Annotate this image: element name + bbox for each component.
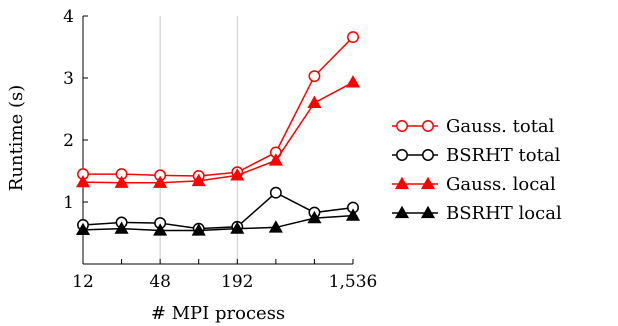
- legend-marker: [422, 149, 434, 161]
- legend-marker: [396, 120, 408, 132]
- data-point: [75, 174, 91, 188]
- legend: Gauss. total BSRHT total Gauss. local BSRHT…: [392, 116, 562, 224]
- data-point: [307, 95, 322, 108]
- data-point: [268, 153, 283, 166]
- data-point: [153, 223, 168, 236]
- legend-label: BSRHT local: [446, 203, 562, 224]
- y-tick-label: 1: [63, 193, 74, 213]
- x-axis-label: # MPI process: [151, 303, 285, 324]
- legend-marker: [422, 120, 434, 132]
- series-line: [83, 36, 354, 177]
- legend-marker: [394, 205, 410, 219]
- data-point: [230, 221, 245, 234]
- series-line: [82, 81, 354, 184]
- data-point: [347, 31, 359, 44]
- legend-item: Gauss. local: [392, 174, 556, 195]
- data-point: [268, 220, 283, 233]
- series-line: [82, 191, 354, 230]
- data-point: [230, 168, 245, 181]
- data-series: [75, 31, 361, 236]
- y-axis-label: Runtime (s): [6, 85, 27, 191]
- y-tick-label: 4: [63, 7, 74, 27]
- series-3: [75, 75, 361, 188]
- y-tick-label: 2: [63, 131, 74, 151]
- legend-marker: [396, 149, 408, 161]
- data-point: [191, 223, 206, 236]
- x-tick-label: 12: [72, 272, 94, 292]
- legend-item: Gauss. total: [392, 116, 555, 137]
- data-point: [114, 221, 129, 234]
- data-point: [191, 173, 206, 187]
- data-point: [307, 210, 322, 224]
- data-point: [308, 70, 321, 83]
- legend-marker: [394, 176, 410, 190]
- data-point: [269, 186, 282, 199]
- legend-label: BSRHT total: [446, 145, 561, 166]
- x-tick-label: 192: [221, 272, 253, 292]
- legend-label: Gauss. local: [446, 174, 556, 195]
- legend-marker: [420, 205, 436, 219]
- y-tick-label: 3: [63, 69, 74, 89]
- legend-label: Gauss. total: [446, 116, 555, 137]
- data-point: [75, 222, 91, 236]
- x-tick-label: 1,536: [329, 272, 378, 292]
- data-point: [345, 75, 361, 88]
- series-4: [75, 208, 361, 236]
- data-point: [153, 175, 168, 188]
- x-tick-label: 48: [149, 272, 171, 292]
- legend-item: BSRHT total: [392, 145, 561, 166]
- series-line: [82, 214, 354, 232]
- data-point: [345, 208, 361, 221]
- legend-item: BSRHT local: [392, 203, 562, 224]
- legend-marker: [420, 176, 436, 190]
- data-point: [114, 175, 129, 188]
- axes: [82, 15, 354, 265]
